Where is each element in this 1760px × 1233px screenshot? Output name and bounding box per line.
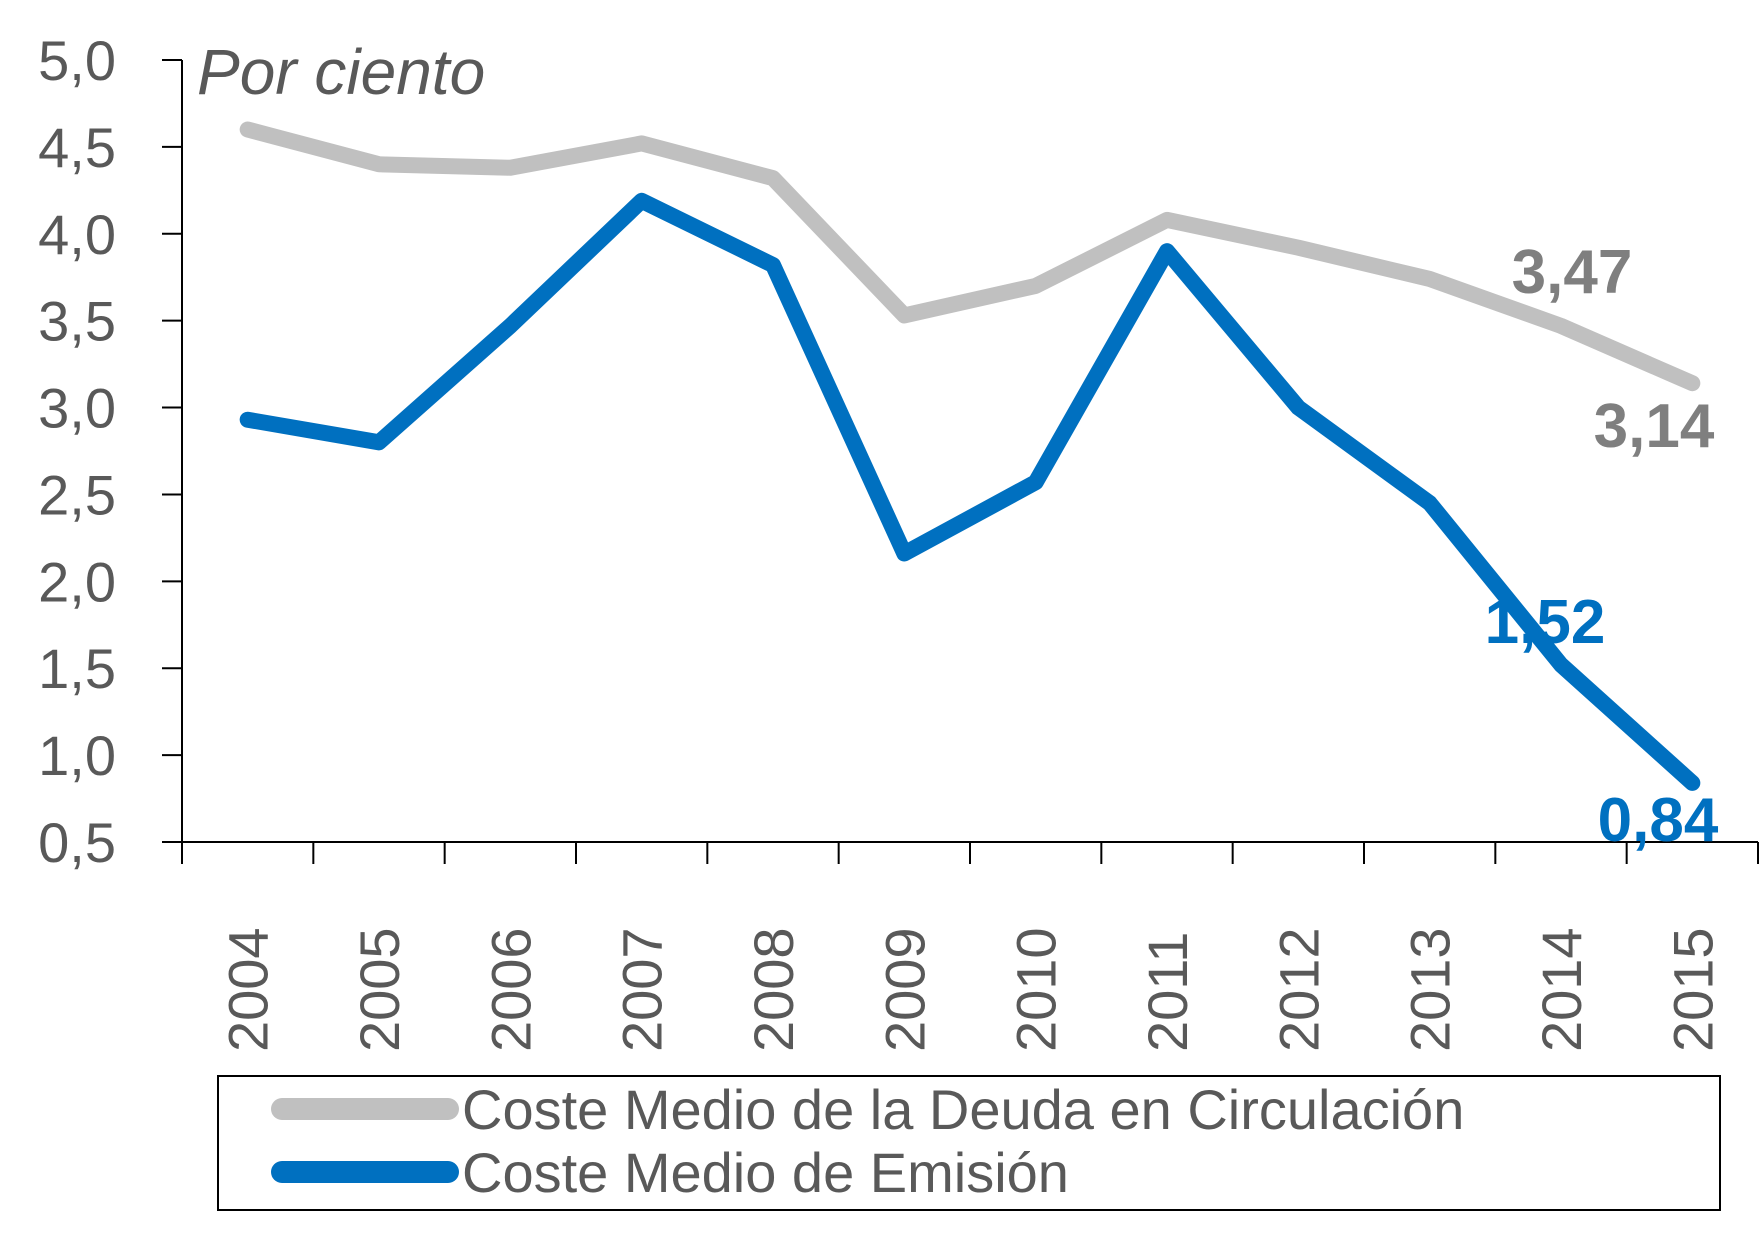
axes: 0,5 1,0 1,5 2,0 2,5 3,0 3,5 4,0 4,5 5,0 2004 2005 20… (38, 29, 1759, 1052)
x-tick-label: 2012 (1267, 927, 1330, 1052)
data-point (903, 552, 906, 555)
y-tick-label: 1,0 (38, 724, 116, 787)
x-tick-label: 2011 (1136, 932, 1199, 1052)
series-line-deuda-circulacion (239, 121, 1701, 392)
data-point (1691, 781, 1694, 784)
x-tick-label: 2014 (1530, 927, 1593, 1052)
y-tick-label: 2,0 (38, 550, 116, 613)
x-tick-label: 2007 (611, 927, 674, 1052)
data-label: 0,84 (1598, 786, 1719, 855)
data-point (509, 166, 512, 169)
data-point (1034, 481, 1037, 484)
data-point (246, 128, 249, 131)
unit-label: Por ciento (197, 36, 485, 108)
series-layer (239, 121, 1701, 791)
data-point (640, 199, 643, 202)
data-label: 1,52 (1485, 588, 1606, 657)
data-point (640, 142, 643, 145)
data-point (1560, 663, 1562, 666)
data-point (1297, 406, 1300, 409)
y-tick-label: 4,5 (38, 116, 116, 179)
data-label: 3,14 (1594, 392, 1715, 461)
x-tick-label: 2008 (742, 927, 805, 1052)
y-tick-label: 3,5 (38, 290, 116, 353)
data-label: 3,47 (1512, 238, 1633, 307)
series-line-emision (239, 192, 1701, 791)
data-point (1166, 250, 1168, 253)
x-tick-label: 2013 (1399, 927, 1462, 1052)
data-point (246, 418, 249, 421)
data-point (1428, 277, 1431, 280)
data-point (772, 177, 774, 180)
data-point (1691, 382, 1694, 385)
legend-label: Coste Medio de la Deuda en Circulación (462, 1078, 1464, 1141)
y-tick-label: 0,5 (38, 811, 116, 874)
data-point (1034, 284, 1037, 287)
x-tick-label: 2015 (1661, 927, 1724, 1052)
x-tick-label: 2004 (217, 927, 280, 1052)
data-point (1560, 324, 1562, 327)
data-point (1428, 502, 1431, 505)
legend-box (217, 1075, 1721, 1211)
data-point (1166, 218, 1168, 221)
x-tick-label: 2009 (873, 927, 936, 1052)
y-tick-label: 3,0 (38, 377, 116, 440)
data-point (772, 264, 774, 267)
y-tick-label: 2,5 (38, 463, 116, 526)
x-tick-label: 2006 (479, 927, 542, 1052)
data-labels: 3,47 3,14 1,52 0,84 (1485, 238, 1719, 855)
data-point (903, 314, 906, 317)
y-tick-label: 4,0 (38, 203, 116, 266)
data-point (509, 324, 512, 327)
x-tick-label: 2010 (1005, 927, 1068, 1052)
y-tick-label: 1,5 (38, 637, 116, 700)
x-tick-label: 2005 (348, 927, 411, 1052)
legend-label: Coste Medio de Emisión (462, 1141, 1069, 1204)
data-point (378, 163, 380, 166)
legend: Coste Medio de la Deuda en CirculaciónCo… (217, 1075, 1721, 1211)
data-point (1297, 246, 1300, 249)
y-tick-label: 5,0 (38, 29, 116, 92)
data-point (378, 441, 380, 444)
